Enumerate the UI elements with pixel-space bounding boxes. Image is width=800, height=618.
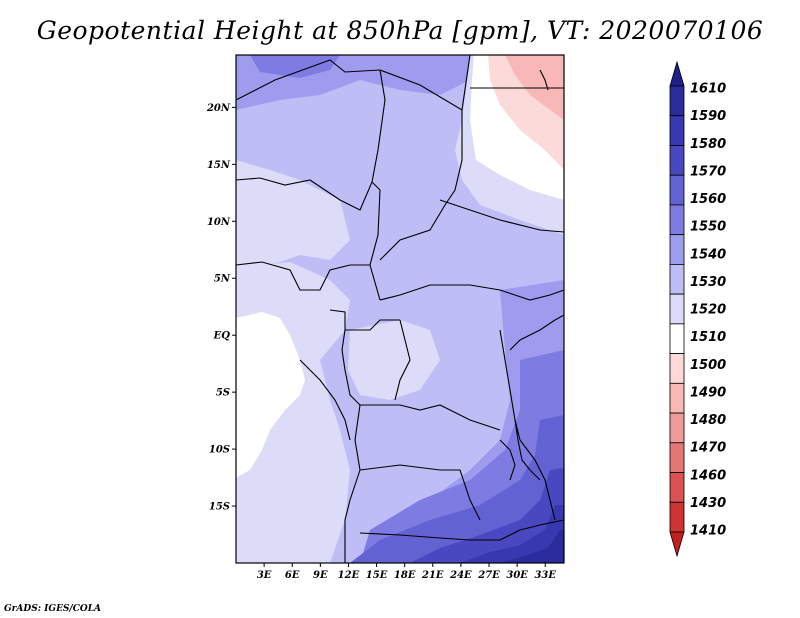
lat-tick-label: 15S <box>209 502 230 513</box>
lon-tick-label: 12E <box>338 570 360 581</box>
boundary-sahel <box>236 177 373 211</box>
lon-tick-label: 30E <box>506 570 528 581</box>
legend-swatch <box>669 145 685 176</box>
river-nile-north <box>539 69 549 91</box>
map-title: Geopotential Height at 850hPa [gpm], VT:… <box>36 16 764 45</box>
legend-label: 1610 <box>690 82 726 97</box>
lat-tick-label: 15N <box>207 160 231 171</box>
lon-tick-label: 21E <box>421 570 444 581</box>
legend-label: 1580 <box>690 137 726 152</box>
boundary-chad-sudan <box>379 110 463 261</box>
boundary-car-south <box>379 284 564 301</box>
field-sahel-light <box>236 160 350 270</box>
legend-label: 1410 <box>690 524 726 539</box>
lat-tick-label: EQ <box>213 331 231 342</box>
legend-label: 1540 <box>690 247 726 262</box>
legend-swatch <box>669 323 685 355</box>
latitude-axis: 20N 15N 10N 5N EQ 5S 10S 15S <box>206 103 236 513</box>
legend-label: 1490 <box>690 385 726 400</box>
legend-label: 1500 <box>690 358 726 373</box>
lake-tanganyika <box>499 439 516 481</box>
lat-tick-label: 10N <box>207 217 231 228</box>
longitude-axis: 3E 6E 9E 12E 15E 18E 21E 24E 27E 30E 33E <box>257 563 556 581</box>
legend-swatch <box>669 472 685 503</box>
lon-tick-label: 33E <box>534 570 556 581</box>
lat-tick-label: 20N <box>206 103 231 114</box>
boundary-south <box>359 519 564 541</box>
field-east-1580 <box>460 505 564 563</box>
legend-swatch <box>669 501 685 533</box>
lon-tick-label: 24E <box>449 570 472 581</box>
legend-top-arrow <box>669 60 685 87</box>
legend-label: 1470 <box>690 441 726 456</box>
boundary-gabon <box>329 309 400 331</box>
credit-text: GrADS: IGES/COLA <box>4 604 102 614</box>
legend-swatch <box>669 412 685 444</box>
legend-label: 1590 <box>690 109 726 124</box>
color-legend: 1610 1590 1580 1570 1560 1550 1540 1530 1520 1510… <box>669 60 726 558</box>
boundary-zambia <box>359 464 481 521</box>
boundary-angola <box>344 404 361 563</box>
map-frame <box>235 54 565 564</box>
legend-swatch <box>669 353 685 384</box>
field-atlantic-white <box>236 312 305 478</box>
boundary-niger-chad <box>369 69 386 301</box>
boundary-north <box>236 55 471 111</box>
lon-tick-label: 15E <box>366 570 388 581</box>
lat-tick-label: 5S <box>216 388 230 399</box>
legend-label: 1560 <box>690 192 726 207</box>
field-north-core <box>250 55 340 78</box>
legend-swatch <box>669 263 685 295</box>
legend-label: 1550 <box>690 220 726 235</box>
legend-swatch <box>669 204 685 236</box>
legend-label: 1430 <box>690 496 726 511</box>
legend-label: 1480 <box>690 413 726 428</box>
boundary-kenya <box>509 314 564 351</box>
lon-tick-label: 18E <box>394 570 416 581</box>
boundary-mozambique <box>519 439 556 521</box>
legend-label: 1460 <box>690 468 726 483</box>
boundary-nigeria <box>236 261 370 291</box>
legend-label: 1570 <box>690 164 726 179</box>
legend-swatch <box>669 234 685 265</box>
lake-malawi <box>514 419 541 481</box>
field-east-1590 <box>500 530 564 563</box>
legend-swatch <box>669 442 685 473</box>
lon-tick-label: 27E <box>477 570 500 581</box>
legend-label: 1530 <box>690 275 726 290</box>
coastline-west <box>299 359 351 441</box>
legend-bottom-arrow <box>669 531 685 558</box>
legend-swatch <box>669 174 685 206</box>
lat-tick-label: 10S <box>209 445 230 456</box>
legend-label: 1510 <box>690 330 726 345</box>
legend-swatch <box>669 85 685 117</box>
lon-tick-label: 9E <box>313 570 328 581</box>
lat-tick-label: 5N <box>214 274 231 285</box>
field-basin-light <box>348 320 440 400</box>
boundary-drc-south <box>341 329 501 431</box>
legend-label: 1520 <box>690 303 726 318</box>
boundary-sudan-east <box>439 199 564 233</box>
legend-swatch <box>669 382 685 414</box>
boundary-great-lakes <box>499 329 521 441</box>
boundaries <box>236 55 564 563</box>
lon-tick-label: 3E <box>257 570 272 581</box>
legend-swatch <box>669 293 685 325</box>
map-area <box>236 55 564 563</box>
boundary-congo-drc <box>394 319 411 401</box>
legend-swatch <box>669 115 685 146</box>
lon-tick-label: 6E <box>285 570 300 581</box>
field-east-1570 <box>410 468 564 563</box>
